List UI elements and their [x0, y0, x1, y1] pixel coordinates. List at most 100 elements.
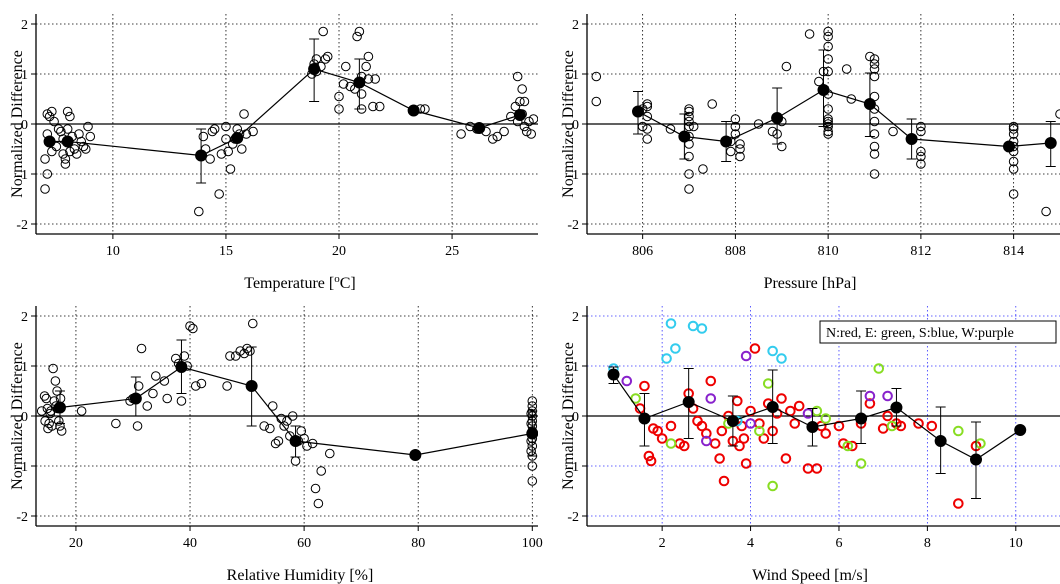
data-point	[684, 106, 694, 117]
mean-point	[766, 401, 779, 413]
mean-point	[245, 380, 258, 392]
data-point	[47, 146, 57, 157]
data-point	[142, 401, 153, 411]
data-point-n	[780, 453, 792, 464]
data-point	[916, 126, 926, 137]
temperature-panel: 10 15 20 25 -2 -1 0 1 2 Temperature [oC] Normali…	[9, 14, 538, 292]
data-point-n	[811, 463, 823, 474]
data-point	[1041, 206, 1051, 217]
data-point-s	[767, 345, 778, 357]
data-point	[591, 96, 602, 107]
x-tick-label: 4	[747, 536, 754, 551]
data-point-s	[687, 320, 699, 332]
data-point	[642, 134, 653, 144]
data-point	[916, 151, 926, 162]
data-point-e	[630, 393, 641, 404]
data-point	[179, 351, 190, 361]
data-point-n	[665, 420, 677, 432]
data-point	[869, 54, 880, 64]
mean-point	[1044, 137, 1057, 149]
data-point-n	[701, 428, 712, 439]
x-tick-label: 2	[659, 536, 666, 551]
data-point	[846, 94, 857, 104]
data-point-n	[953, 498, 964, 509]
data-point	[370, 74, 380, 84]
data-point	[730, 114, 741, 124]
data-point-n	[913, 418, 924, 429]
data-point	[259, 421, 269, 431]
data-point-n	[758, 433, 770, 444]
data-point	[54, 416, 64, 426]
mean-point	[863, 98, 876, 110]
data-point	[526, 129, 537, 139]
data-point	[190, 381, 201, 391]
temperature-plot-area	[40, 26, 538, 217]
y-tick-label: 2	[572, 18, 579, 33]
data-point	[78, 141, 89, 152]
mean-point	[409, 449, 422, 461]
data-point	[916, 121, 926, 132]
data-point	[36, 406, 47, 416]
data-point	[267, 401, 278, 411]
data-point-w	[864, 390, 876, 402]
data-point	[735, 144, 745, 154]
y-tick-label: 1	[21, 360, 28, 375]
y-tick-label: 2	[21, 18, 28, 33]
data-point-n	[738, 433, 750, 444]
x-tick-label: 80	[411, 536, 425, 551]
wind-legend: N:red, E: green, S:blue, W:purple	[819, 320, 1057, 344]
mean-point	[817, 84, 830, 96]
x-tick-label: 10	[1009, 536, 1023, 551]
data-point	[230, 351, 241, 361]
temperature-xlabel: Temperature [oC]	[244, 273, 355, 292]
x-tick-label: 25	[445, 244, 459, 259]
data-point-n	[820, 428, 832, 439]
mean-point	[806, 421, 819, 433]
data-point	[642, 101, 653, 112]
data-point	[42, 403, 53, 414]
data-point	[776, 141, 787, 152]
data-point	[338, 79, 349, 89]
mean-point	[632, 105, 645, 118]
mean-point	[682, 396, 695, 408]
data-point	[688, 121, 699, 132]
y-tick-label: 0	[572, 410, 579, 425]
data-point	[62, 106, 73, 117]
data-point-e	[855, 458, 867, 469]
data-point-n	[652, 425, 664, 437]
data-point-n	[776, 393, 787, 404]
data-point	[76, 136, 87, 147]
y-tick-label: -1	[567, 460, 579, 475]
data-point	[519, 96, 530, 107]
mean-point	[231, 132, 244, 144]
humidity-plot-area	[36, 318, 538, 509]
data-point	[352, 31, 362, 42]
data-point-w	[745, 418, 756, 429]
data-point	[318, 26, 328, 37]
mean-point	[726, 415, 739, 427]
data-point	[665, 124, 676, 134]
data-point	[239, 109, 249, 119]
mean-line	[637, 89, 1051, 148]
mean-point	[308, 63, 321, 75]
data-point-n	[696, 420, 708, 432]
x-tick-label: 806	[632, 244, 653, 259]
data-point	[1055, 109, 1060, 119]
data-point	[527, 396, 538, 406]
data-point-n	[731, 395, 743, 407]
mean-point	[513, 109, 526, 121]
mean-point	[905, 133, 918, 145]
x-tick-label: 100	[522, 536, 543, 551]
data-point	[361, 61, 371, 72]
mean-line	[49, 68, 521, 157]
y-tick-label: -2	[567, 510, 579, 525]
data-point	[40, 154, 50, 164]
data-point	[148, 388, 158, 399]
data-point	[456, 129, 466, 139]
data-point-e	[953, 425, 964, 437]
data-point	[247, 318, 258, 329]
data-point-n	[833, 420, 845, 432]
data-point-s	[661, 353, 672, 364]
mean-point	[1002, 140, 1015, 153]
data-point	[279, 421, 289, 431]
